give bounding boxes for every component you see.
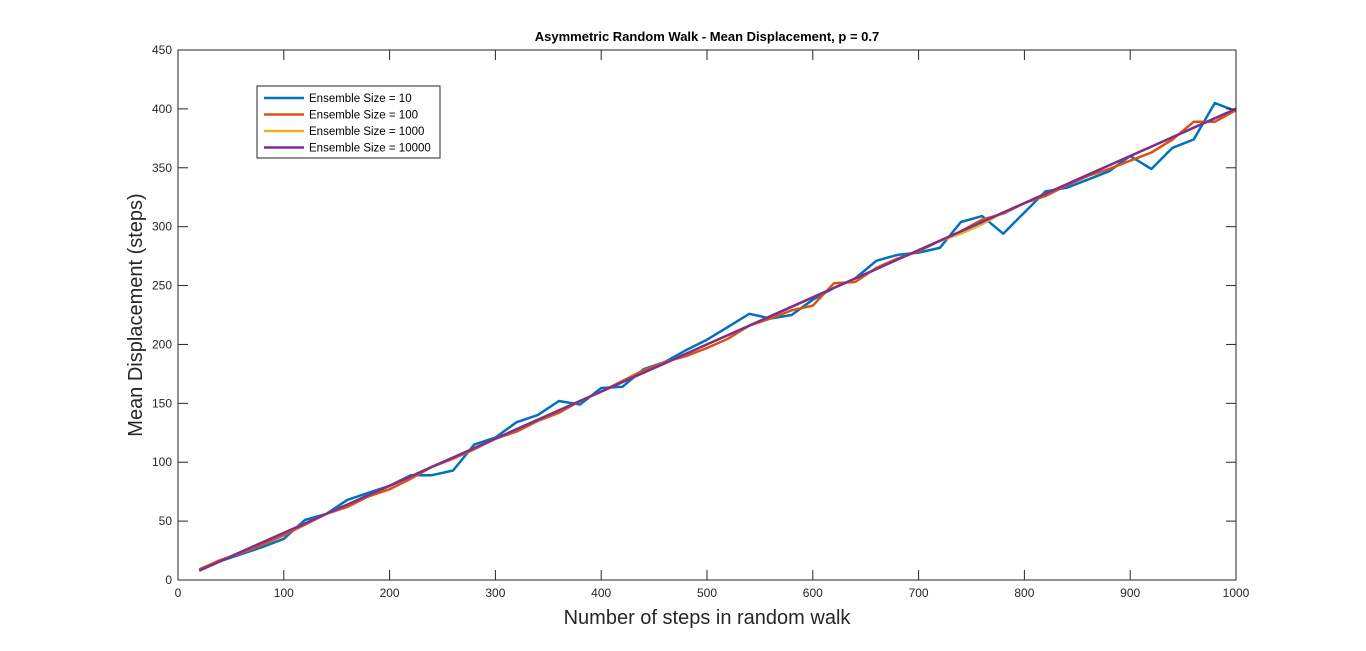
x-tick-label: 100 bbox=[274, 586, 294, 600]
x-tick-label: 200 bbox=[380, 586, 400, 600]
y-tick-label: 0 bbox=[165, 573, 172, 587]
x-tick-label: 400 bbox=[591, 586, 611, 600]
legend-entry-2: Ensemble Size = 100 bbox=[309, 110, 418, 122]
y-tick-label: 400 bbox=[152, 102, 172, 116]
y-tick-label: 250 bbox=[152, 279, 172, 293]
y-tick-label: 300 bbox=[152, 220, 172, 234]
y-tick-label: 150 bbox=[152, 396, 172, 410]
y-tick-label: 50 bbox=[159, 514, 173, 528]
x-tick-label: 0 bbox=[175, 586, 182, 600]
x-tick-label: 500 bbox=[697, 586, 717, 600]
series-line-4 bbox=[198, 107, 1237, 572]
series-layer bbox=[198, 101, 1237, 572]
chart-title: Asymmetric Random Walk - Mean Displaceme… bbox=[535, 29, 880, 44]
y-axis: 0 50 100 150 200 250 300 350 400 450 bbox=[152, 43, 1236, 587]
x-tick-label: 300 bbox=[485, 586, 505, 600]
y-tick-label: 450 bbox=[152, 43, 172, 57]
x-tick-label: 1000 bbox=[1223, 586, 1250, 600]
y-axis-label: Mean Displacement (steps) bbox=[125, 193, 147, 436]
x-tick-label: 800 bbox=[1014, 586, 1034, 600]
x-tick-label: 900 bbox=[1120, 586, 1140, 600]
legend: Ensemble Size = 10 Ensemble Size = 100 Ens… bbox=[256, 85, 441, 159]
y-tick-label: 100 bbox=[152, 455, 172, 469]
y-tick-label: 350 bbox=[152, 161, 172, 175]
legend-entry-1: Ensemble Size = 10 bbox=[309, 93, 412, 105]
y-tick-label: 200 bbox=[152, 337, 172, 351]
legend-entry-4: Ensemble Size = 10000 bbox=[309, 143, 431, 155]
x-axis: 0 100 200 300 400 500 600 700 800 900 1000 bbox=[175, 50, 1250, 600]
x-tick-label: 600 bbox=[803, 586, 823, 600]
legend-entry-3: Ensemble Size = 1000 bbox=[309, 126, 424, 138]
x-axis-label: Number of steps in random walk bbox=[564, 607, 852, 629]
x-tick-label: 700 bbox=[909, 586, 929, 600]
